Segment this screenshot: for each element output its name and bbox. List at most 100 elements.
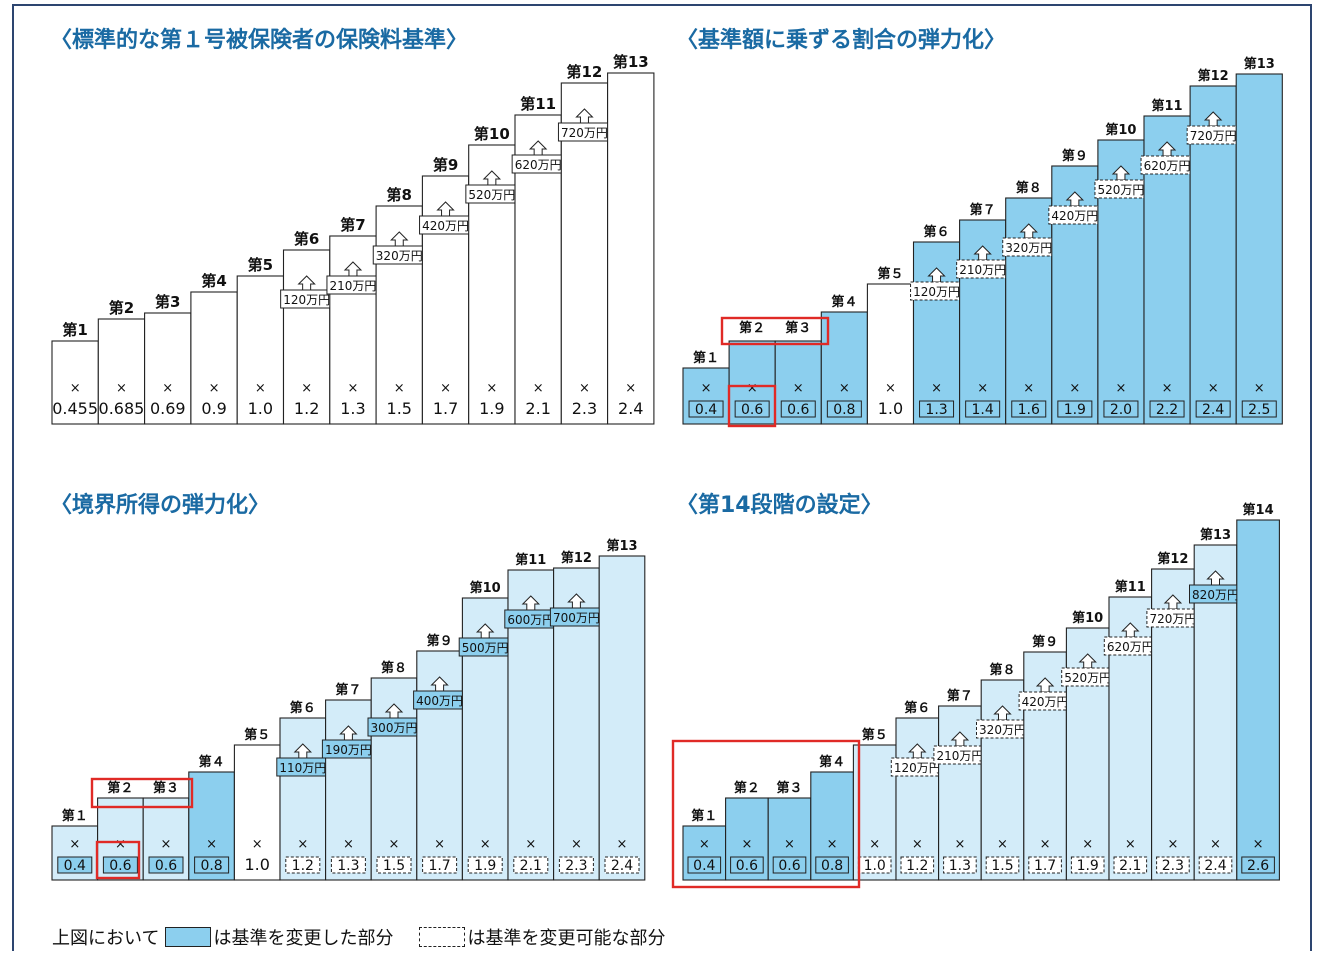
threshold-label: 120万円 [283, 293, 330, 307]
tier-label: 第７ [947, 688, 973, 704]
times-sign: × [954, 837, 965, 852]
panel-title-tier14: 〈第14段階の設定〉 [676, 493, 883, 518]
multiplier-box [102, 856, 138, 874]
times-sign: × [209, 381, 220, 396]
tier-label: 第8 [387, 186, 412, 204]
times-sign: × [827, 837, 838, 852]
times-sign: × [255, 381, 266, 396]
multiplier-value: 2.4 [1204, 858, 1226, 874]
multiplier-box [943, 856, 977, 874]
times-sign: × [912, 837, 923, 852]
multiplier-value: 1.3 [340, 399, 365, 418]
times-sign: × [115, 837, 126, 852]
multiplier-value: 1.2 [906, 858, 928, 874]
tier-label: 第１ [693, 350, 719, 366]
multiplier-box [1113, 856, 1148, 874]
tier-label: 第12 [567, 63, 603, 81]
times-sign: × [394, 381, 405, 396]
tier-column [1236, 519, 1280, 881]
threshold-label: 320万円 [979, 723, 1026, 737]
multiplier-value: 1.0 [244, 855, 269, 874]
times-sign: × [486, 381, 497, 396]
tier-label: 第10 [470, 580, 501, 596]
panel-title-boundary-flex: 〈境界所得の弾力化〉 [50, 493, 271, 518]
multiplier-value: 0.4 [695, 402, 717, 418]
tier-label: 第８ [1016, 180, 1042, 196]
multiplier-box [1011, 400, 1047, 418]
tier-label: 第12 [1198, 68, 1229, 84]
multiplier-box [857, 856, 892, 874]
tier-label: 第9 [433, 156, 458, 174]
times-sign: × [389, 837, 400, 852]
multiplier-value: 0.6 [741, 402, 763, 418]
multiplier-value: 1.6 [1018, 402, 1040, 418]
multiplier-box [558, 856, 594, 874]
times-sign: × [1069, 381, 1080, 396]
legend-prefix: 上図において [52, 928, 160, 949]
multiplier-value: 1.9 [479, 399, 504, 418]
multiplier-value: 2.1 [520, 858, 542, 874]
multiplier-box [467, 856, 503, 874]
tier-label: 第7 [340, 216, 365, 234]
tier-label: 第11 [515, 552, 546, 568]
multiplier-box [1195, 400, 1231, 418]
multiplier-box [730, 856, 764, 874]
multiplier-box [330, 856, 366, 874]
tier-label: 第８ [989, 662, 1015, 678]
tier-label: 第１ [62, 808, 88, 824]
legend-solid-swatch [165, 927, 212, 947]
multiplier-value: 1.5 [991, 858, 1013, 874]
times-sign: × [70, 381, 81, 396]
multiplier-value: 2.0 [1110, 402, 1132, 418]
times-sign: × [579, 381, 590, 396]
tier-label: 第５ [877, 266, 903, 282]
threshold-label: 210万円 [959, 263, 1006, 277]
multiplier-box [513, 856, 549, 874]
multiplier-value: 2.4 [1202, 402, 1224, 418]
tier-label: 第７ [970, 202, 996, 218]
times-sign: × [793, 381, 804, 396]
tier-label: 第13 [1200, 527, 1231, 543]
times-sign: × [480, 837, 491, 852]
multiplier-value: 0.4 [693, 858, 715, 874]
threshold-label: 400万円 [416, 694, 463, 708]
times-sign: × [162, 381, 173, 396]
tier-label: 第６ [904, 700, 930, 716]
figure-frame [12, 4, 1312, 951]
multiplier-box [687, 856, 722, 874]
tier-label: 第6 [294, 230, 319, 248]
multiplier-value: 2.3 [1162, 858, 1184, 874]
multiplier-box [1149, 400, 1185, 418]
threshold-label: 720万円 [561, 126, 608, 140]
tier-label: 第６ [290, 700, 316, 716]
multiplier-box [734, 400, 770, 418]
tier-label: 第３ [776, 780, 802, 796]
tier-label: 第13 [606, 538, 637, 554]
threshold-label: 500万円 [462, 641, 509, 655]
multiplier-box [422, 856, 458, 874]
highlight-tier1-4 [671, 739, 861, 889]
highlight-multiplier [727, 384, 777, 428]
multiplier-box [826, 400, 862, 418]
times-sign: × [1115, 381, 1126, 396]
tier-label: 第11 [1115, 579, 1146, 595]
tier-label: 第４ [199, 754, 225, 770]
threshold-label: 720万円 [1190, 129, 1237, 143]
times-sign: × [161, 837, 172, 852]
times-sign: × [343, 837, 354, 852]
multiplier-value: 1.2 [292, 858, 314, 874]
tier-label: 第４ [831, 294, 857, 310]
times-sign: × [206, 837, 217, 852]
times-sign: × [1253, 837, 1264, 852]
multiplier-value: 2.1 [1119, 858, 1141, 874]
threshold-label: 300万円 [371, 721, 418, 735]
multiplier-value: 0.4 [64, 858, 86, 874]
times-sign: × [1162, 381, 1173, 396]
multiplier-box [985, 856, 1020, 874]
multiplier-value: 0.6 [787, 402, 809, 418]
threshold-label: 420万円 [1051, 209, 1098, 223]
multiplier-value: 1.4 [972, 402, 994, 418]
multiplier-box [780, 400, 816, 418]
times-sign: × [347, 381, 358, 396]
